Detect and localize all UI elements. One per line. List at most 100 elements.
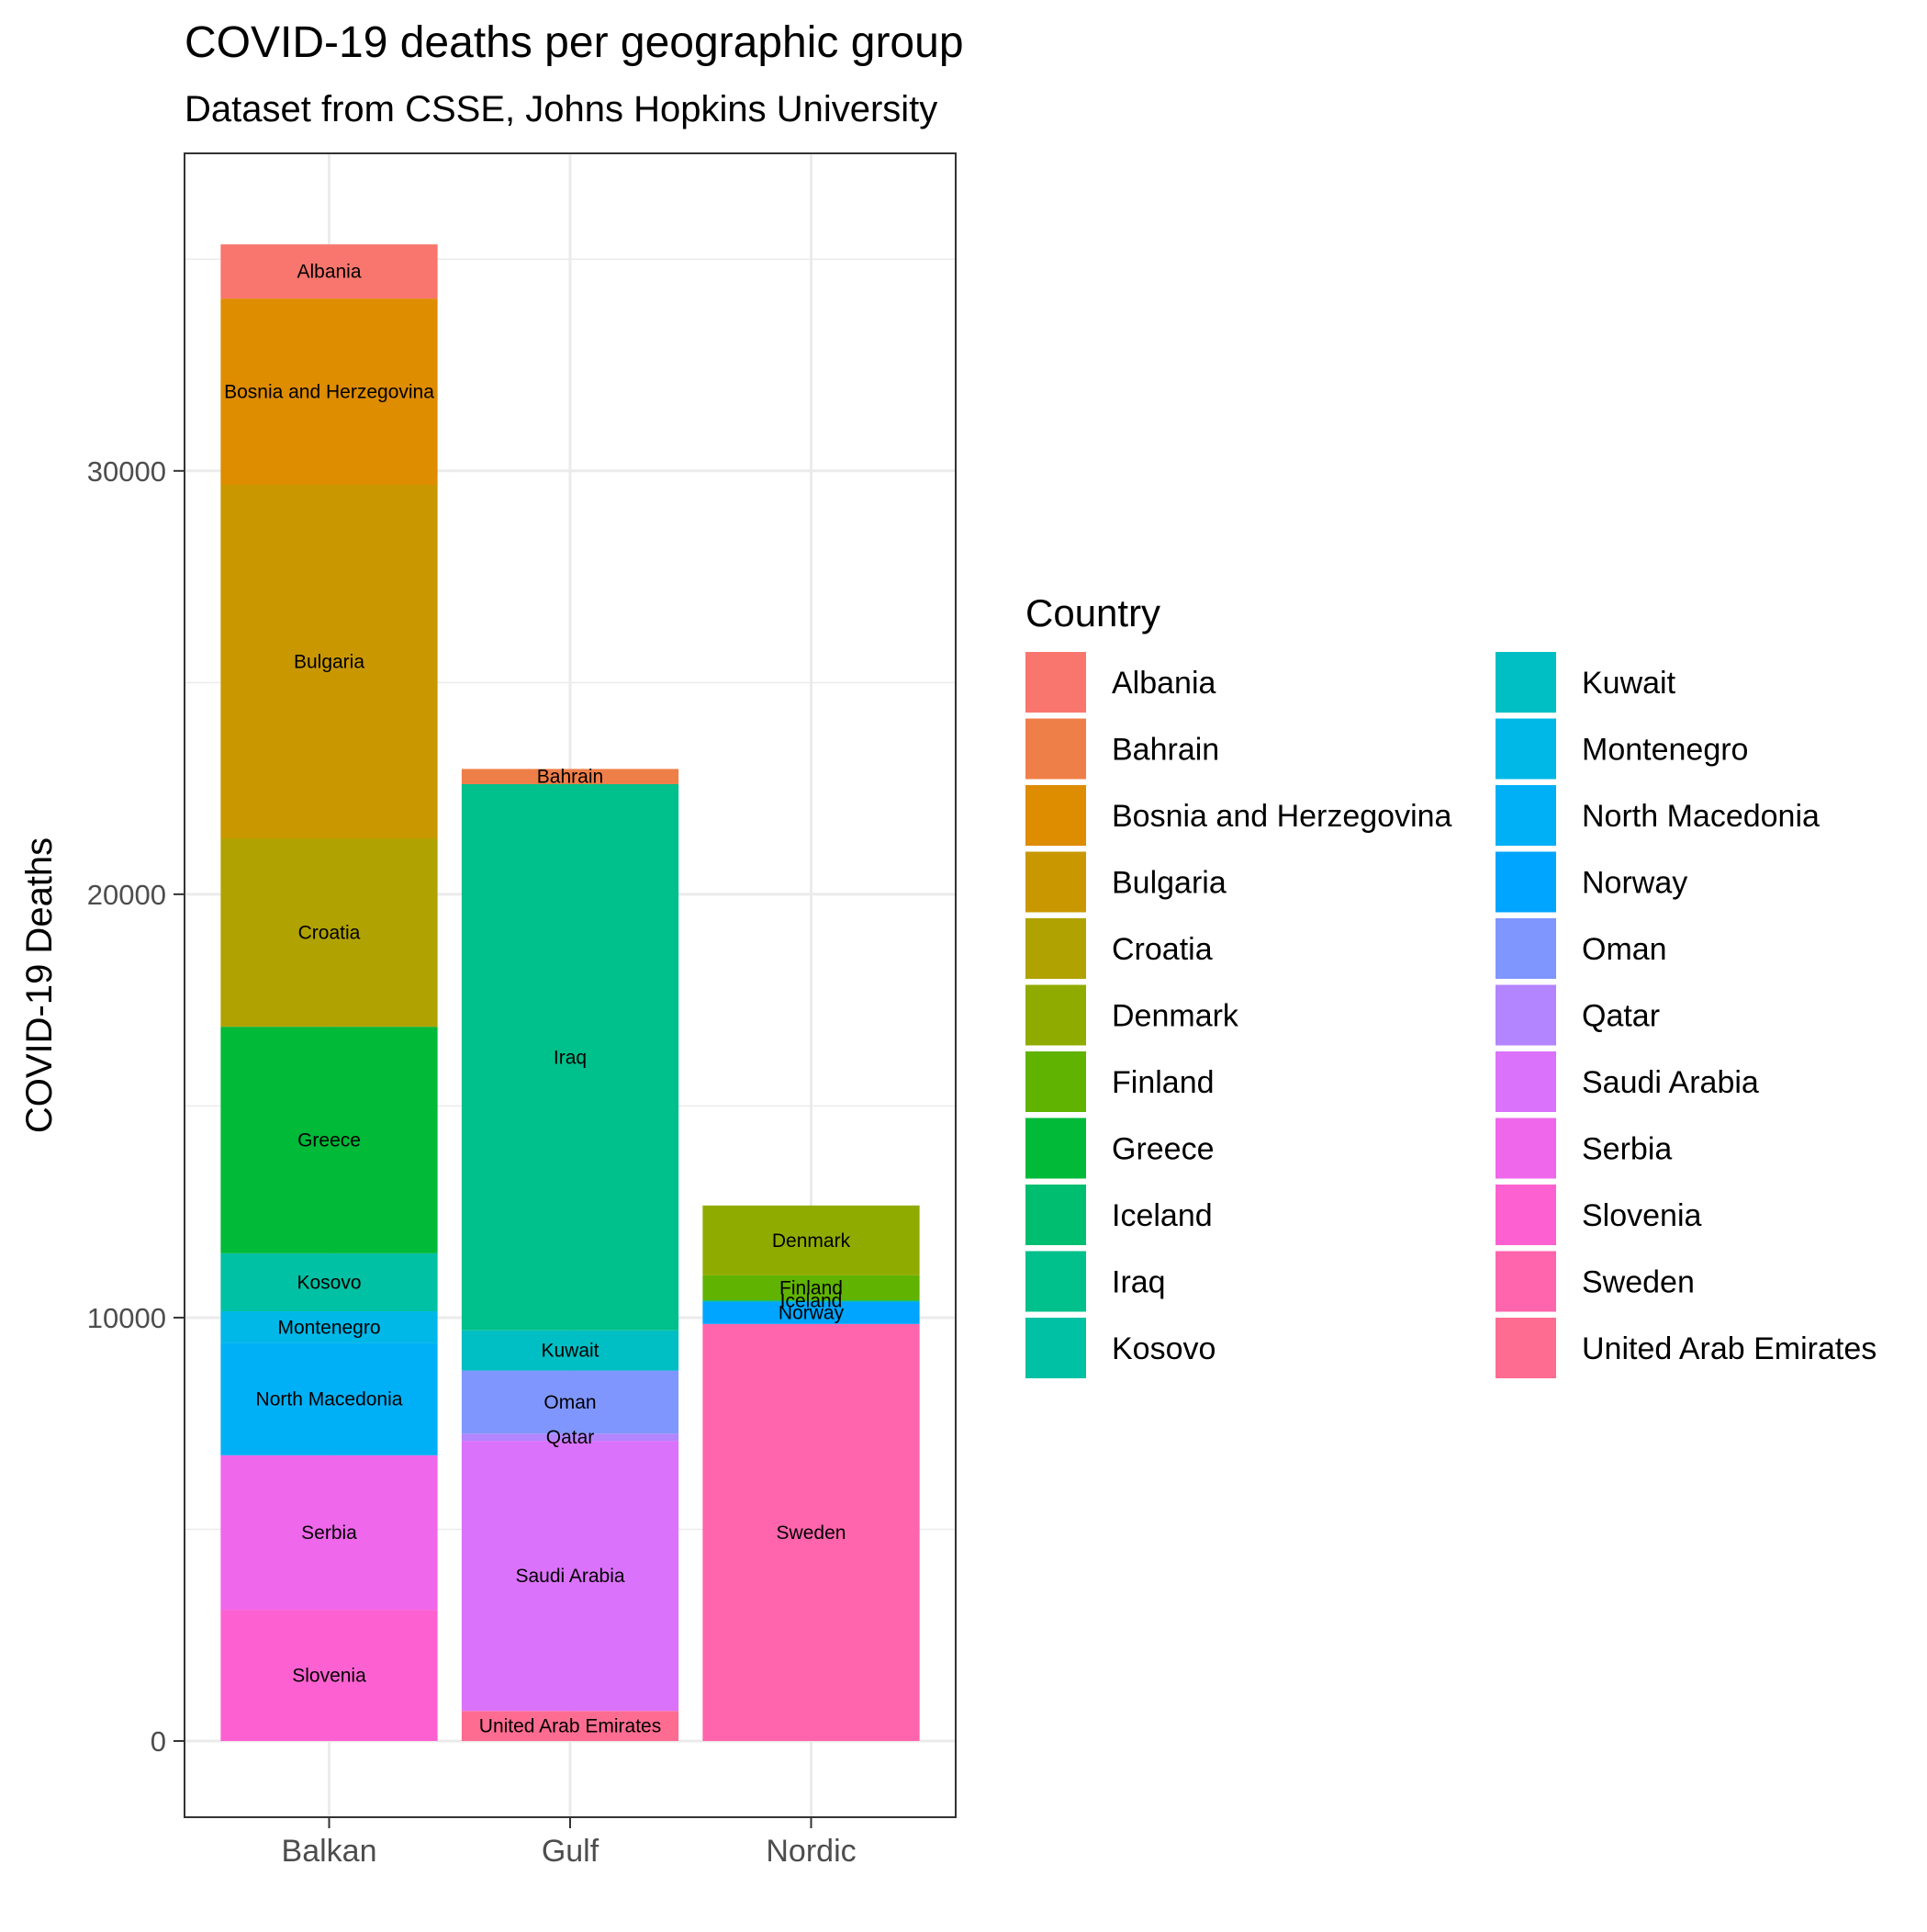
- segment-label-bahrain: Bahrain: [537, 767, 603, 788]
- bar-segment-gulf-qatar: [461, 1433, 679, 1442]
- legend-key-denmark: [1025, 984, 1086, 1046]
- bar-segment-gulf-saudi-arabia: [461, 1441, 679, 1712]
- segment-label-oman: Oman: [543, 1392, 596, 1413]
- legend-label-sweden: Sweden: [1582, 1265, 1695, 1300]
- legend-label-norway: Norway: [1582, 866, 1687, 901]
- legend-label-slovenia: Slovenia: [1582, 1198, 1702, 1233]
- legend-key-united-arab-emirates: [1496, 1318, 1556, 1378]
- bar-segment-gulf-iraq: [461, 783, 679, 1331]
- bar-segment-balkan-greece: [220, 1027, 438, 1253]
- legend-key-finland: [1025, 1051, 1086, 1112]
- legend-key-sweden: [1496, 1251, 1556, 1312]
- bar-segment-gulf-kuwait: [461, 1330, 679, 1371]
- legend-label-iceland: Iceland: [1112, 1198, 1213, 1233]
- legend-label-kuwait: Kuwait: [1582, 666, 1676, 701]
- segment-label-sweden: Sweden: [777, 1522, 846, 1544]
- bar-segment-balkan-serbia: [220, 1455, 438, 1611]
- chart-subtitle: Dataset from CSSE, Johns Hopkins Univers…: [185, 89, 937, 129]
- x-tick-label-nordic: Nordic: [766, 1834, 856, 1869]
- bar-segment-balkan-croatia: [220, 838, 438, 1028]
- y-tick-label: 10000: [87, 1302, 166, 1334]
- segment-label-serbia: Serbia: [301, 1522, 357, 1544]
- legend-label-saudi-arabia: Saudi Arabia: [1582, 1065, 1759, 1100]
- segment-label-iceland: Iceland: [780, 1291, 843, 1312]
- bar-segment-gulf-bahrain: [461, 769, 679, 784]
- bar-segment-gulf-united-arab-emirates: [461, 1711, 679, 1742]
- segment-label-qatar: Qatar: [546, 1427, 595, 1448]
- legend-label-denmark: Denmark: [1112, 999, 1239, 1034]
- segment-label-kuwait: Kuwait: [541, 1341, 599, 1362]
- bar-segment-balkan-albania: [220, 244, 438, 299]
- legend-label-albania: Albania: [1112, 666, 1216, 701]
- bar-segment-gulf-oman: [461, 1370, 679, 1434]
- segment-label-albania: Albania: [297, 262, 361, 283]
- legend-key-bahrain: [1025, 718, 1086, 780]
- bar-segment-balkan-montenegro: [220, 1311, 438, 1343]
- legend-label-qatar: Qatar: [1582, 999, 1660, 1034]
- legend-label-finland: Finland: [1112, 1065, 1215, 1100]
- legend-key-saudi-arabia: [1496, 1051, 1556, 1112]
- legend-key-kuwait: [1496, 652, 1556, 713]
- segment-label-denmark: Denmark: [772, 1230, 851, 1252]
- y-tick-label: 0: [151, 1725, 166, 1758]
- x-axis: Balkan Gulf Nordic: [282, 1817, 857, 1869]
- segment-label-montenegro: Montenegro: [277, 1317, 380, 1338]
- bar-segment-nordic-iceland: [702, 1300, 920, 1302]
- legend-title: Country: [1025, 591, 1160, 635]
- bar-segment-balkan-north-macedonia: [220, 1342, 438, 1455]
- legend-label-montenegro: Montenegro: [1582, 733, 1748, 768]
- bar-segment-balkan-bosnia-and-herzegovina: [220, 298, 438, 486]
- chart-title: COVID-19 deaths per geographic group: [185, 18, 964, 67]
- y-tick-label: 30000: [87, 455, 166, 488]
- legend-key-serbia: [1496, 1118, 1556, 1179]
- segment-label-slovenia: Slovenia: [292, 1666, 366, 1687]
- legend-key-bulgaria: [1025, 851, 1086, 913]
- bar-segment-nordic-sweden: [702, 1323, 920, 1742]
- legend-label-bahrain: Bahrain: [1112, 733, 1219, 768]
- x-tick-label-gulf: Gulf: [542, 1834, 599, 1869]
- segment-label-saudi-arabia: Saudi Arabia: [515, 1566, 624, 1587]
- segment-label-croatia: Croatia: [298, 923, 361, 944]
- legend-label-oman: Oman: [1582, 932, 1667, 967]
- legend-key-qatar: [1496, 984, 1556, 1046]
- segment-label-norway: Norway: [779, 1303, 845, 1324]
- legend: Country Albania Bahrain Bosnia and Herzego…: [1025, 591, 1877, 1378]
- y-axis: 0 10000 20000 30000: [87, 455, 185, 1758]
- bars: [220, 244, 920, 1742]
- legend-key-iraq: [1025, 1251, 1086, 1312]
- legend-key-greece: [1025, 1118, 1086, 1179]
- bar-segment-nordic-denmark: [702, 1205, 920, 1275]
- segment-label-kosovo: Kosovo: [297, 1272, 361, 1293]
- segment-label-iraq: Iraq: [554, 1047, 587, 1068]
- segment-label-north-macedonia: North Macedonia: [256, 1389, 403, 1410]
- legend-key-albania: [1025, 652, 1086, 713]
- legend-key-north-macedonia: [1496, 785, 1556, 846]
- y-tick-label: 20000: [87, 879, 166, 911]
- legend-label-north-macedonia: North Macedonia: [1582, 799, 1820, 834]
- legend-key-kosovo: [1025, 1318, 1086, 1378]
- segment-label-finland: Finland: [779, 1277, 843, 1298]
- bar-segment-balkan-bulgaria: [220, 485, 438, 839]
- legend-label-iraq: Iraq: [1112, 1265, 1166, 1300]
- segment-label-greece: Greece: [297, 1130, 361, 1151]
- legend-label-bosnia-and-herzegovina: Bosnia and Herzegovina: [1112, 799, 1452, 834]
- segment-label-bulgaria: Bulgaria: [294, 652, 364, 673]
- legend-key-slovenia: [1496, 1185, 1556, 1245]
- bar-segment-nordic-finland: [702, 1275, 920, 1301]
- legend-key-iceland: [1025, 1185, 1086, 1245]
- x-tick-label-balkan: Balkan: [282, 1834, 377, 1869]
- legend-key-montenegro: [1496, 718, 1556, 780]
- legend-key-bosnia-and-herzegovina: [1025, 785, 1086, 846]
- bar-segment-nordic-norway: [702, 1301, 920, 1324]
- bar-segment-balkan-slovenia: [220, 1610, 438, 1742]
- legend-label-croatia: Croatia: [1112, 932, 1213, 967]
- legend-label-serbia: Serbia: [1582, 1132, 1672, 1167]
- legend-key-norway: [1496, 851, 1556, 913]
- legend-label-kosovo: Kosovo: [1112, 1331, 1216, 1366]
- legend-key-oman: [1496, 918, 1556, 979]
- y-axis-label: COVID-19 Deaths: [19, 837, 60, 1133]
- legend-label-greece: Greece: [1112, 1132, 1215, 1167]
- legend-label-bulgaria: Bulgaria: [1112, 866, 1227, 901]
